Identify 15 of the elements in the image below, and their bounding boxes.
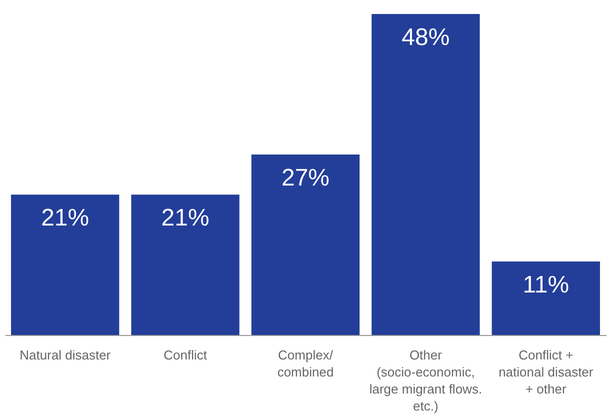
bar — [492, 261, 600, 335]
x-tick-label: Other (socio-economic, large migrant flows. etc.) — [369, 348, 482, 414]
x-tick-label: Conflict + national disaster + other — [498, 348, 594, 396]
bar — [11, 194, 120, 335]
bar — [251, 154, 360, 335]
data-label: 11% — [522, 271, 570, 298]
data-label: 27% — [281, 164, 330, 192]
data-label: 48% — [402, 24, 450, 51]
bar — [131, 194, 240, 335]
x-tick-label: Natural disaster — [20, 348, 112, 362]
data-label: 21% — [41, 204, 90, 232]
bar — [372, 14, 480, 335]
x-tick-label: Complex/ combined — [277, 348, 334, 380]
x-tick-label: Conflict — [164, 348, 208, 362]
data-label: 21% — [161, 204, 210, 232]
